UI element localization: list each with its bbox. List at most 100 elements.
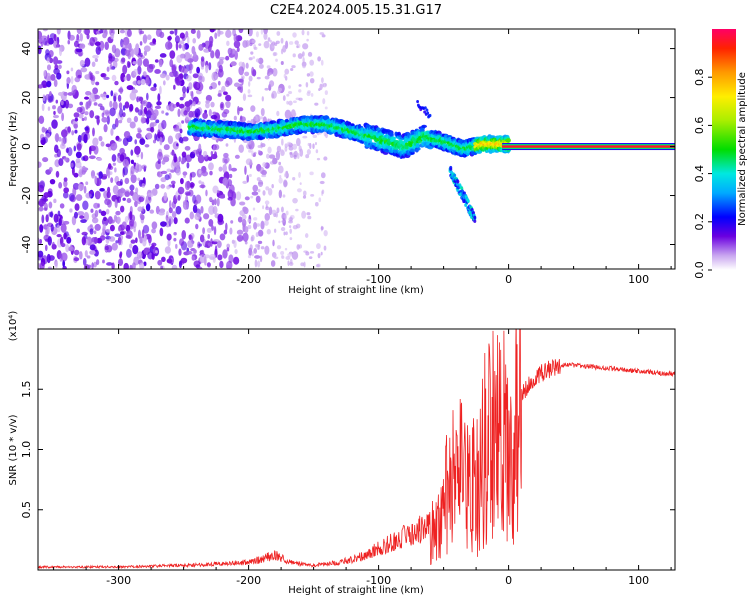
spectrogram-noise-blob xyxy=(93,230,97,235)
spectrogram-noise-blob xyxy=(306,212,311,216)
spectrogram-noise-blob xyxy=(239,116,246,123)
spectrogram-noise-blob xyxy=(174,29,178,36)
spectrogram-noise-blob xyxy=(296,152,300,159)
spectrogram-noise-blob xyxy=(195,223,199,230)
spectrogram-noise-blob xyxy=(88,190,94,195)
spectrogram-noise-blob xyxy=(94,190,101,200)
spectrogram-noise-blob xyxy=(168,207,173,214)
spectrogram-noise-blob xyxy=(53,79,58,87)
spectrogram-noise-blob xyxy=(130,239,136,244)
spectrogram-noise-blob xyxy=(233,82,240,88)
spectrogram-noise-blob xyxy=(159,73,167,79)
spectrogram-noise-blob xyxy=(108,236,116,242)
spectrogram-noise-blob xyxy=(67,126,71,133)
spectrogram-noise-blob xyxy=(193,260,201,268)
spectrogram-y-tick-label: -40 xyxy=(20,236,33,254)
spectrogram-noise-blob xyxy=(261,174,267,178)
spectrogram-noise-blob xyxy=(140,78,146,85)
spectrogram-noise-blob xyxy=(112,185,119,195)
spectrogram-noise-blob xyxy=(73,145,77,152)
snr-x-tick-label: 100 xyxy=(628,574,649,587)
spectrogram-noise-blob xyxy=(295,223,301,229)
spectrogram-noise-blob xyxy=(180,257,188,264)
spectrogram-noise-blob xyxy=(248,173,252,178)
spectrogram-noise-blob xyxy=(142,237,147,247)
spectrogram-noise-blob xyxy=(322,82,327,88)
spectrogram-noise-blob xyxy=(114,233,122,237)
spectrogram-noise-blob xyxy=(202,227,206,235)
spectrogram-noise-blob xyxy=(210,114,218,120)
spectrogram-noise-blob xyxy=(264,87,269,91)
spectrogram-noise-blob xyxy=(86,255,91,259)
spectrogram-noise-blob xyxy=(43,207,48,211)
spectrogram-noise-blob xyxy=(320,77,324,84)
spectrogram-noise-blob xyxy=(160,170,168,175)
spectrogram-noise-blob xyxy=(272,239,275,247)
spectrogram-noise-blob xyxy=(262,162,267,168)
spectrogram-noise-blob xyxy=(223,91,228,95)
spectrogram-noise-blob xyxy=(182,43,186,52)
spectrogram-x-tick-label: -100 xyxy=(366,273,391,286)
snr-y-tick-label: 1.0 xyxy=(20,441,33,459)
spectrogram-noise-blob xyxy=(161,119,167,130)
spectrogram-noise-blob xyxy=(124,101,130,109)
spectrogram-band-blob xyxy=(350,123,355,127)
spectrogram-noise-blob xyxy=(44,244,48,252)
spectrogram-noise-blob xyxy=(228,173,233,179)
spectrogram-noise-blob xyxy=(150,126,155,133)
spectrogram-noise-blob xyxy=(109,107,116,117)
spectrogram-noise-blob xyxy=(109,63,113,70)
spectrogram-noise-blob xyxy=(154,250,158,254)
spectrogram-noise-blob xyxy=(312,134,318,139)
spectrogram-noise-blob xyxy=(98,171,103,179)
spectrogram-noise-blob xyxy=(132,244,139,255)
spectrogram-noise-blob xyxy=(90,170,96,177)
spectrogram-noise-blob xyxy=(225,222,228,232)
spectrogram-noise-blob xyxy=(324,90,328,95)
spectrogram-branch-blob xyxy=(473,219,477,223)
spectrogram-noise-blob xyxy=(258,116,264,120)
spectrogram-noise-blob xyxy=(122,64,128,75)
spectrogram-noise-blob xyxy=(215,68,219,73)
spectrogram-noise-blob xyxy=(173,127,181,132)
spectrogram-noise-blob xyxy=(66,147,69,154)
spectrogram-noise-blob xyxy=(193,51,197,58)
spectrogram-noise-blob xyxy=(306,73,310,77)
spectrogram-noise-blob xyxy=(121,41,127,49)
spectrogram-noise-blob xyxy=(225,77,233,86)
spectrogram-noise-blob xyxy=(279,174,282,179)
spectrogram-noise-blob xyxy=(89,94,95,102)
spectrogram-noise-blob xyxy=(201,170,209,177)
spectrogram-noise-blob xyxy=(249,244,253,251)
spectrogram-branch-blob xyxy=(453,173,457,178)
spectrogram-noise-blob xyxy=(305,154,310,159)
spectrogram-noise-blob xyxy=(124,177,130,185)
spectrogram-noise-blob xyxy=(260,107,265,117)
spectrogram-noise-blob xyxy=(284,68,290,75)
spectrogram-noise-blob xyxy=(49,57,54,64)
spectrogram-noise-blob xyxy=(132,191,139,202)
spectrogram-noise-blob xyxy=(225,55,230,61)
spectrogram-noise-blob xyxy=(263,32,268,40)
spectrogram-noise-blob xyxy=(296,45,299,49)
spectrogram-noise-blob xyxy=(81,236,87,246)
spectrogram-noise-blob xyxy=(107,216,113,225)
spectrogram-noise-blob xyxy=(165,41,172,50)
spectrogram-noise-blob xyxy=(179,128,183,134)
spectrogram-noise-blob xyxy=(53,198,57,204)
spectrogram-noise-blob xyxy=(216,240,222,248)
spectrogram-noise-blob xyxy=(104,198,111,206)
spectrogram-noise-blob xyxy=(172,70,179,78)
spectrogram-noise-blob xyxy=(61,112,65,122)
spectrogram-noise-blob xyxy=(175,168,181,176)
spectrogram-noise-blob xyxy=(102,32,107,39)
spectrogram-noise-blob xyxy=(45,72,51,82)
spectrogram-noise-blob xyxy=(219,101,225,111)
spectrogram-noise-blob xyxy=(171,201,176,209)
spectrogram-y-tick-label: -20 xyxy=(20,187,33,205)
spectrogram-noise-blob xyxy=(268,72,272,76)
spectrogram-noise-blob xyxy=(126,117,132,124)
spectrogram-band-blob xyxy=(415,143,421,149)
spectrogram-noise-blob xyxy=(223,152,229,158)
spectrogram-band-blob xyxy=(212,120,216,124)
